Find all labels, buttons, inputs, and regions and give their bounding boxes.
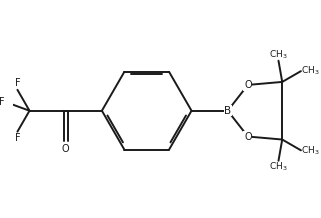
Text: F: F [15,78,20,88]
Text: O: O [62,144,70,154]
Text: CH$_3$: CH$_3$ [301,144,319,157]
Text: O: O [244,80,252,90]
Text: CH$_3$: CH$_3$ [269,161,288,173]
Text: CH$_3$: CH$_3$ [269,48,288,61]
Text: B: B [224,106,231,116]
Text: F: F [15,133,20,143]
Text: O: O [244,131,252,141]
Text: F: F [0,97,5,107]
Text: CH$_3$: CH$_3$ [301,65,319,77]
